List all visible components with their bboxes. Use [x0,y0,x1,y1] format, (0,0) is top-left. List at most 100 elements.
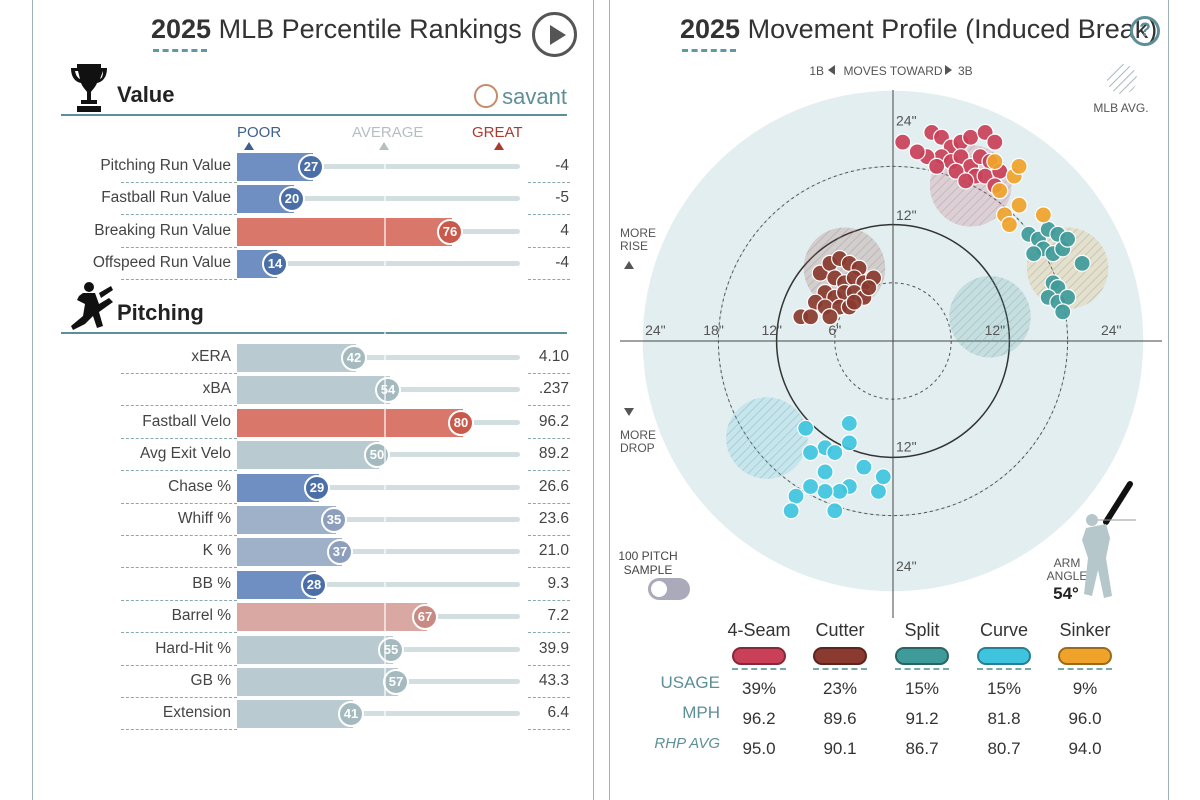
pitch-point [869,482,888,500]
metric-value: 39.9 [538,639,569,657]
metric-track [237,261,520,267]
metric-row[interactable]: xBA 54 .237 [33,374,595,407]
legend-pitch-split[interactable]: Split 15% 91.2 86.7 [877,620,967,764]
row-divider [528,664,570,666]
legend-pitch-curve[interactable]: Curve 15% 81.8 80.7 [959,620,1049,764]
metric-track [237,355,520,360]
pitch-point [840,414,858,433]
metric-label: Breaking Run Value [94,221,231,239]
savant-logo[interactable]: savant [474,84,567,110]
metric-bar [237,635,393,664]
scale-poor: POOR [237,124,282,141]
metric-bar [237,603,427,632]
metric-row[interactable]: Fastball Run Value 20 -5 [33,183,595,216]
metric-value: 9.3 [547,574,569,592]
usage-label: USAGE [660,673,720,692]
metric-row[interactable]: Pitching Run Value 27 -4 [33,151,595,183]
percentile-badge: 35 [321,507,347,533]
percentile-badge: 57 [383,669,409,695]
row-divider [121,535,237,536]
metric-label: BB % [192,574,231,592]
metric-row[interactable]: Offspeed Run Value 14 -4 [33,248,595,281]
metric-label: Hard-Hit % [155,639,231,657]
legend-pitch-sinker[interactable]: Sinker 9% 96.0 94.0 [1040,620,1130,764]
metric-label: K % [202,542,231,560]
metric-value: 26.6 [538,477,569,495]
metric-row[interactable]: BB % 28 9.3 [33,569,595,601]
metric-bar [237,376,390,405]
metric-track [237,196,520,202]
legend-pitch-cutter[interactable]: Cutter 23% 89.6 90.1 [795,620,885,764]
third-base-label: 3B [958,64,973,78]
pitch-point [816,463,834,481]
metric-row[interactable]: Hard-Hit % 55 39.9 [33,634,595,666]
row-divider [528,632,570,634]
metric-label: Offspeed Run Value [92,254,231,272]
metric-row[interactable]: Chase % 29 26.6 [33,472,595,504]
metric-track [237,484,520,490]
percentile-badge: 54 [375,377,401,404]
percentile-badge: 28 [301,571,327,598]
metric-row[interactable]: xERA 42 4.10 [33,342,595,374]
metric-row[interactable]: Avg Exit Velo 50 89.2 [33,439,595,472]
row-divider [528,437,570,439]
x-tick-label: 18" [703,322,724,338]
pitch-rhp-avg: 94.0 [1068,739,1102,758]
play-icon[interactable] [532,12,577,57]
metric-row[interactable]: Fastball Velo 80 96.2 [33,407,595,439]
pitch-name: Cutter [815,620,865,640]
metric-value: 6.4 [547,704,569,722]
row-divider [121,697,237,698]
swatch-underline [813,668,867,670]
metric-row[interactable]: GB % 57 43.3 [33,666,595,698]
metric-row[interactable]: Barrel % 67 7.2 [33,601,595,634]
sample-toggle[interactable] [648,578,690,600]
help-icon[interactable]: ? [1130,16,1160,46]
pitch-mph: 91.2 [905,709,939,728]
pitch-usage: 15% [986,679,1022,698]
rhp-avg-label: RHP AVG [654,735,720,752]
mlb-avg-legend-icon [1107,64,1137,94]
pitch-mph: 96.0 [1068,709,1102,728]
down-arrow-icon [624,408,634,416]
pitch-point [845,293,863,311]
pitch-point [1073,254,1091,272]
metric-row[interactable]: Whiff % 35 23.6 [33,504,595,536]
metric-track [237,711,520,717]
pitch-point [855,458,873,476]
metric-value: 89.2 [538,445,569,463]
row-divider [121,470,237,472]
metric-value: 96.2 [538,412,569,430]
metric-row[interactable]: K % 37 21.0 [33,536,595,569]
metric-row[interactable]: Breaking Run Value 76 4 [33,216,595,248]
metric-label: Chase % [168,477,231,495]
swatch-underline [895,668,949,670]
percentile-badge: 76 [437,218,463,245]
metric-bar [237,408,463,437]
pitch-point [801,308,820,326]
row-divider [528,599,570,601]
metric-row[interactable]: Extension 41 6.4 [33,698,595,731]
legend-pitch-4-seam[interactable]: 4-Seam 39% 96.2 95.0 [714,620,804,764]
pitch-point [816,482,834,500]
pitch-point [821,308,839,326]
movement-profile-panel: 2025 Movement Profile (Induced Break) ? … [609,0,1169,800]
mlb-avg-hatch [949,276,1031,358]
metric-track [237,581,520,587]
pitch-usage: 15% [904,679,940,698]
pitch-name: Sinker [1059,620,1111,640]
mlb-avg-label: MLB AVG. [1093,101,1148,115]
pitcher-silhouette-icon [1082,481,1136,598]
pitch-point [1025,245,1043,263]
pitch-point [840,434,858,452]
moves-toward-label: MOVES TOWARD [843,64,942,78]
pitch-point [1034,206,1052,224]
row-divider [121,182,237,183]
row-divider [121,279,237,281]
row-divider [528,729,570,731]
pitch-rhp-avg: 86.7 [905,739,939,758]
left-arrow-icon [828,65,835,75]
pitch-name: Curve [979,620,1028,640]
metric-label: xBA [202,380,231,398]
percentile-title: 2025 MLB Percentile Rankings [151,14,522,44]
